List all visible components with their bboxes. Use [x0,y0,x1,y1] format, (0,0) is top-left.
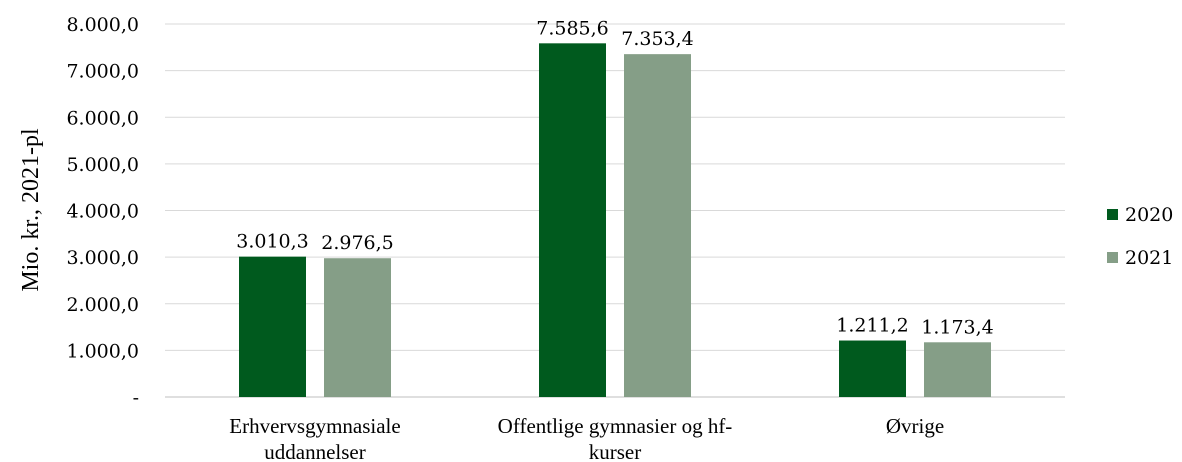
y-tick-label: 8.000,0 [66,14,139,36]
y-axis-label: Mio. kr., 2021-pl [18,128,44,292]
x-category-label: uddannelser [264,440,365,462]
y-tick-label: 3.000,0 [66,247,139,269]
gridlines [165,23,1065,398]
x-category-label: kurser [589,440,641,462]
data-labels: 3.010,3 2.976,5 7.585,6 7.353,4 1.211,2 1.173… [236,17,994,338]
data-label: 1.173,4 [921,316,994,338]
data-label: 3.010,3 [236,231,309,253]
legend-label: 2021 [1125,247,1173,269]
bar-2020-2 [839,340,906,397]
bar-2021-2 [924,342,991,397]
legend: 2020 2021 [1107,204,1173,269]
legend-swatch [1107,209,1118,220]
data-label: 2.976,5 [321,232,394,254]
legend-swatch [1107,252,1118,263]
y-tick-label: - [133,387,139,409]
bar-2020-0 [239,256,306,397]
bar-2021-0 [324,258,391,397]
data-label: 7.353,4 [621,28,694,50]
y-tick-label: 5.000,0 [66,154,139,176]
data-label: 1.211,2 [836,315,909,337]
legend-label: 2020 [1125,204,1173,226]
y-axis-ticks: - 1.000,0 2.000,0 3.000,0 4.000,0 5.000,0 6.00… [66,14,139,409]
x-category-label: Erhvervsgymnasiale [229,414,400,438]
x-category-label: Øvrige [886,414,944,438]
y-tick-label: 2.000,0 [66,294,139,316]
bar-2021-1 [624,54,691,397]
y-tick-label: 1.000,0 [66,340,139,362]
bar-2020-1 [539,43,606,397]
bars [239,43,991,397]
y-tick-label: 7.000,0 [66,61,139,83]
x-category-label: Offentlige gymnasier og hf- [498,414,733,438]
data-label: 7.585,6 [536,17,609,39]
y-tick-label: 6.000,0 [66,107,139,129]
y-tick-label: 4.000,0 [66,201,139,223]
